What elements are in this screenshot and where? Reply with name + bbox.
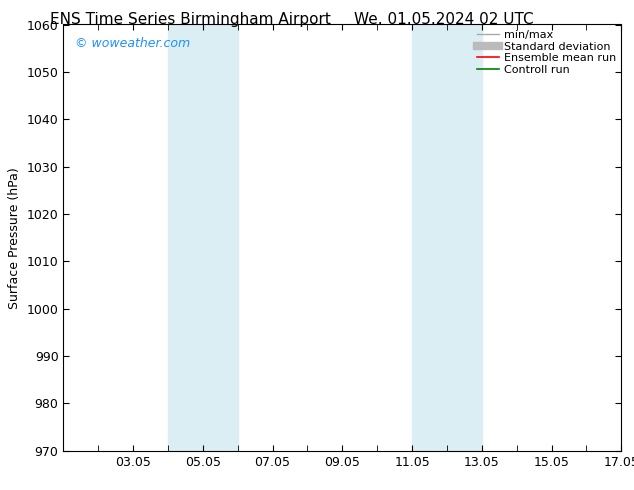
Text: ENS Time Series Birmingham Airport: ENS Time Series Birmingham Airport (49, 12, 331, 27)
Text: We. 01.05.2024 02 UTC: We. 01.05.2024 02 UTC (354, 12, 534, 27)
Text: © woweather.com: © woweather.com (75, 37, 190, 50)
Bar (168, 24, 238, 451)
Legend: min/max, Standard deviation, Ensemble mean run, Controll run: min/max, Standard deviation, Ensemble me… (475, 28, 618, 77)
Y-axis label: Surface Pressure (hPa): Surface Pressure (hPa) (8, 167, 21, 309)
Bar (412, 24, 482, 451)
